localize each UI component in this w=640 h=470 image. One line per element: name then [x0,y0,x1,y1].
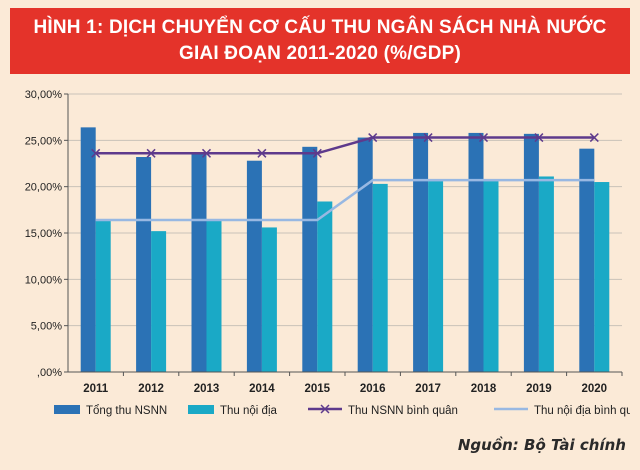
bar-total-2011 [80,127,96,372]
line-domestic-avg [95,178,595,222]
x-tick-label: 2014 [249,383,275,395]
legend-item: Thu nội địa bình quân [494,405,640,417]
legend-item: Tổng thu NSNN [54,405,167,417]
marker-x-stroke [423,133,433,143]
point-total-avg-2013 [201,148,212,158]
x-tick-label: 2017 [415,383,441,395]
point-total-avg-2016 [368,133,378,143]
y-tick-label: 25,00% [25,135,63,147]
legend-label: Thu nội địa [220,405,278,417]
legend-swatch [188,405,214,414]
marker-x-stroke [478,133,489,143]
y-tick-label: 20,00% [25,182,63,194]
point-total-avg-2020 [589,133,599,143]
source-note: Nguồn: Bộ Tài chính [457,436,626,454]
bar-total-2015 [302,146,318,372]
y-tick-label: 15,00% [25,228,63,240]
legend-label: Thu NSNN bình quân [348,405,458,417]
point-total-avg-2015 [312,148,322,158]
y-tick-label: ,00% [37,367,62,379]
legend-label: Thu nội địa bình quân [534,405,630,417]
bars [80,127,610,372]
bar-domestic-2015 [317,201,333,372]
lines [91,133,599,222]
marker-x-stroke [589,133,599,143]
bar-domestic-2014 [261,227,277,372]
bar-domestic-2019 [538,176,554,372]
point-total-avg-2014 [257,148,267,158]
title-line-1: HÌNH 1: DỊCH CHUYỂN CƠ CẤU THU NGÂN SÁCH… [33,17,607,38]
x-tick-label: 2012 [138,383,164,395]
point-total-avg-2011 [91,148,101,158]
marker-x-stroke [534,133,544,143]
y-tick-label: 5,00% [31,321,62,333]
x-tick-label: 2018 [471,383,497,395]
legend: Tổng thu NSNN Thu nội địa Thu NSNN bình qu… [54,404,640,417]
bar-total-2017 [413,132,429,372]
y-tick-label: 30,00% [25,89,63,101]
axes: ,00% 5,00% 10,00% 15,00% 20,00% 25,00% 30,00% 2… [25,89,623,395]
bar-total-2014 [246,160,262,372]
bar-total-2020 [579,148,595,372]
marker-x-stroke [312,148,322,158]
marker-x-stroke [368,133,378,143]
marker-x-stroke [146,148,156,158]
legend-item: Thu NSNN bình quân [308,404,458,417]
chart-svg: ,00% 5,00% 10,00% 15,00% 20,00% 25,00% 30,00% 2… [25,89,640,417]
point-total-avg-2017 [423,133,433,143]
bar-total-2019 [523,133,539,372]
x-tick-label: 2015 [305,383,331,395]
legend-marker [320,404,330,414]
bar-domestic-2020 [594,182,610,372]
x-tick-label: 2019 [526,383,552,395]
bar-domestic-2013 [206,220,222,372]
chart-panel: ,00% 5,00% 10,00% 15,00% 20,00% 25,00% 30,00% 2… [10,80,640,428]
bar-total-2016 [357,137,373,372]
legend-label: Tổng thu NSNN [86,405,167,417]
bar-domestic-2016 [372,183,388,372]
marker-x-stroke [91,148,101,158]
point-total-avg-2012 [146,148,156,158]
bar-total-2013 [191,153,207,372]
line-total-avg [95,136,595,155]
bar-domestic-2018 [483,181,499,372]
bar-domestic-2017 [428,181,444,372]
title-banner: HÌNH 1: DỊCH CHUYỂN CƠ CẤU THU NGÂN SÁCH… [10,8,630,74]
marker-x-stroke [257,148,267,158]
bar-domestic-2012 [151,231,167,372]
x-tick-label: 2016 [360,383,386,395]
marker-x-stroke [201,148,212,158]
legend-item: Thu nội địa [188,405,278,417]
bar-total-2018 [468,132,484,372]
y-tick-label: 10,00% [25,274,63,286]
point-total-avg-2018 [478,133,489,143]
x-tick-label: 2020 [582,383,608,395]
bar-total-2012 [136,157,152,372]
bar-domestic-2011 [95,220,111,372]
point-total-avg-2019 [534,133,544,143]
title-line-2: GIAI ĐOẠN 2011-2020 (%/GDP) [178,43,462,64]
x-tick-label: 2011 [83,383,109,395]
x-tick-label: 2013 [194,383,220,395]
legend-swatch [54,405,80,414]
